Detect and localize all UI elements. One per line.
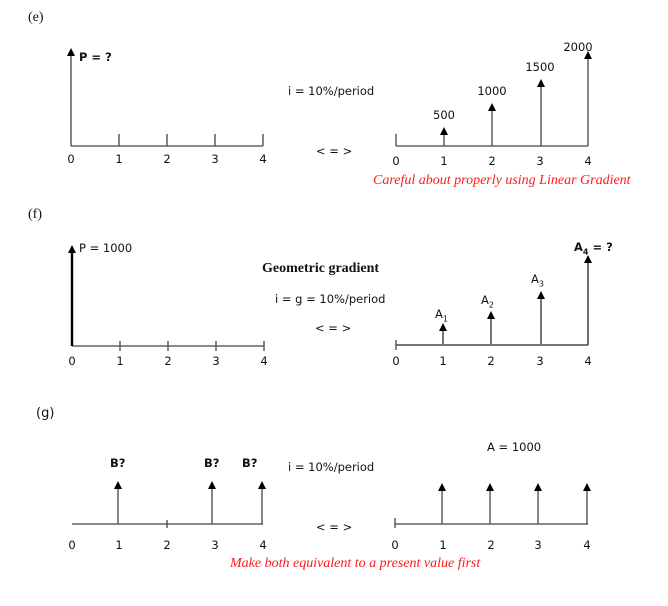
g-left-tick-3: 3: [211, 538, 219, 552]
section-label-f: (f): [28, 207, 42, 222]
f-right-arrow-label-3: A3: [531, 272, 544, 289]
f-left-tick-4: 4: [260, 354, 268, 368]
f-equivalence: < = >: [315, 321, 352, 335]
e-left-tick-3: 3: [211, 152, 219, 166]
g-right-tick-1: 1: [439, 538, 447, 552]
f-left-timeline: [70, 251, 265, 351]
g-left-tick-0: 0: [68, 538, 76, 552]
f-left-tick-3: 3: [212, 354, 220, 368]
g-left-tick-2: 2: [163, 538, 171, 552]
section-label-e: (e): [28, 10, 44, 25]
g-left-arrow-label-4: B?: [242, 456, 258, 470]
e-right-tick-1: 1: [440, 154, 448, 168]
e-left-tick-0: 0: [67, 152, 75, 166]
f-right-tick-4: 4: [584, 354, 592, 368]
f-right-arrow-label-1: A1: [435, 307, 448, 324]
e-note: Careful about properly using Linear Grad…: [373, 173, 631, 188]
f-right-arrow-label-2: A2: [481, 293, 494, 310]
e-left-tick-1: 1: [115, 152, 123, 166]
e-right-tick-3: 3: [536, 154, 544, 168]
e-right-tick-2: 2: [488, 154, 496, 168]
g-equivalence: < = >: [316, 520, 353, 534]
g-left-timeline: [72, 488, 263, 528]
f-right-tick-2: 2: [487, 354, 495, 368]
arrowheads: [67, 48, 592, 491]
g-interest-rate: i = 10%/period: [288, 460, 375, 474]
e-left-tick-4: 4: [259, 152, 267, 166]
f-title: Geometric gradient: [262, 261, 380, 276]
e-right-arrow-label-2: 1000: [477, 84, 507, 98]
g-right-tick-2: 2: [487, 538, 495, 552]
f-right-tick-1: 1: [439, 354, 447, 368]
f-right-tick-0: 0: [392, 354, 400, 368]
g-left-tick-1: 1: [115, 538, 123, 552]
e-right-tick-0: 0: [392, 154, 400, 168]
g-right-tick-4: 4: [583, 538, 591, 552]
e-right-timeline: [395, 58, 589, 147]
f-left-tick-1: 1: [116, 354, 124, 368]
e-interest-rate: i = 10%/period: [288, 84, 375, 98]
section-label-g: (g): [36, 406, 55, 421]
e-right-arrow-label-4: 2000: [563, 40, 593, 54]
f-left-tick-0: 0: [68, 354, 76, 368]
e-right-arrow-label-1: 500: [433, 108, 455, 122]
e-left-tick-2: 2: [163, 152, 171, 166]
e-left-value-label: P = ?: [79, 50, 112, 64]
g-right-timeline: [394, 490, 588, 528]
f-left-value-label: P = 1000: [79, 241, 133, 255]
e-left-timeline: [70, 54, 264, 147]
f-interest-rate: i = g = 10%/period: [275, 292, 386, 306]
g-right-tick-3: 3: [534, 538, 542, 552]
e-right-tick-4: 4: [584, 154, 592, 168]
f-right-timeline: [395, 262, 589, 350]
g-right-tick-0: 0: [391, 538, 399, 552]
f-right-arrow-label-4: A4 = ?: [574, 240, 613, 257]
g-left-arrow-label-1: B?: [110, 456, 126, 470]
g-left-arrow-label-3: B?: [204, 456, 220, 470]
e-right-arrow-label-3: 1500: [525, 60, 555, 74]
g-right-value-label: A = 1000: [487, 440, 542, 454]
g-note: Make both equivalent to a present value …: [230, 556, 481, 571]
g-left-tick-4: 4: [259, 538, 267, 552]
f-left-tick-2: 2: [164, 354, 172, 368]
f-right-tick-3: 3: [536, 354, 544, 368]
e-equivalence: < = >: [316, 144, 353, 158]
